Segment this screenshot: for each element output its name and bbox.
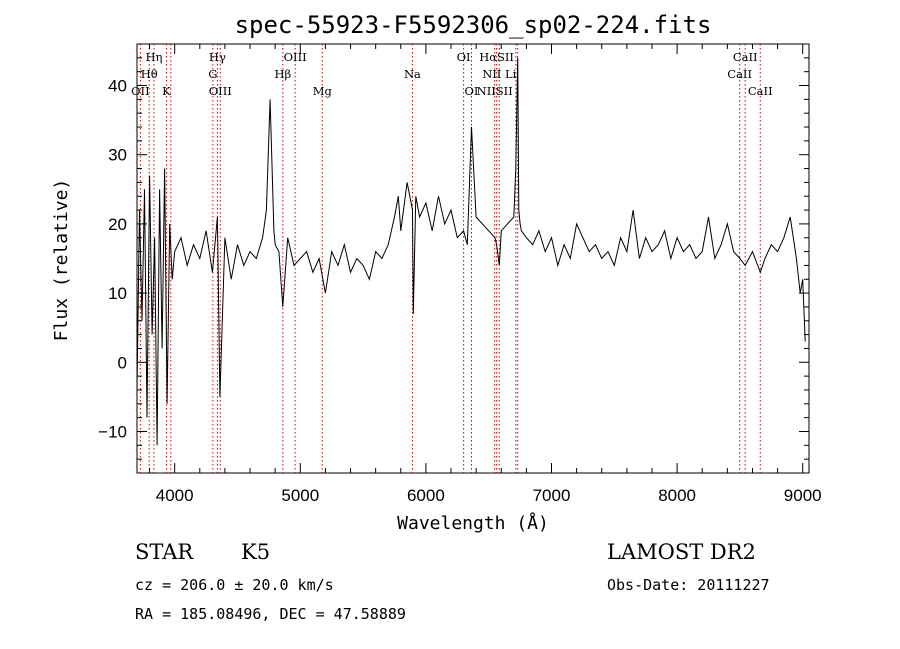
line-marker-label: CaII bbox=[733, 50, 758, 64]
x-tick-label: 5000 bbox=[281, 486, 319, 505]
obs-date-text: Obs-Date: 20111227 bbox=[607, 576, 770, 594]
coordinates-text: RA = 185.08496, DEC = 47.58889 bbox=[135, 605, 406, 623]
line-marker-label: HαSII bbox=[479, 50, 514, 64]
line-marker-label: OI bbox=[465, 84, 479, 98]
line-marker-label: CaII bbox=[727, 67, 752, 81]
x-tick-label: 4000 bbox=[156, 486, 194, 505]
y-tick-label: 0 bbox=[118, 353, 127, 372]
line-marker-label: Na bbox=[404, 67, 421, 81]
line-marker-label: CaII bbox=[748, 84, 773, 98]
line-marker-label: OII bbox=[131, 84, 150, 98]
spectral-line-labels: Hη Hθ OII K Hγ G OIII OIII Hβ Mg Na OI OI HαSII NII Li… bbox=[131, 50, 773, 98]
line-marker-label: Hθ bbox=[141, 67, 158, 81]
line-marker-label: OIII bbox=[209, 84, 232, 98]
object-subclass: K5 bbox=[241, 540, 270, 564]
redshift-text: cz = 206.0 ± 20.0 km/s bbox=[135, 576, 334, 594]
x-tick-label: 9000 bbox=[784, 486, 822, 505]
line-marker-label: NIISII bbox=[477, 84, 513, 98]
spectrum-line bbox=[136, 57, 806, 446]
axis-ticks bbox=[137, 43, 809, 473]
line-marker-label: Hη bbox=[145, 50, 162, 64]
line-marker-label: G bbox=[208, 67, 217, 81]
y-tick-label: 10 bbox=[108, 284, 127, 303]
y-tick-label: 40 bbox=[108, 77, 127, 96]
spectrum-series bbox=[136, 57, 806, 446]
plot-border bbox=[136, 43, 810, 474]
line-marker-label: NII Li bbox=[482, 67, 516, 81]
line-marker-label: Hγ bbox=[209, 50, 226, 64]
survey-name: LAMOST DR2 bbox=[607, 540, 756, 564]
y-tick-label: −10 bbox=[98, 422, 127, 441]
y-axis-label: Flux (relative) bbox=[51, 179, 72, 342]
y-tick-label: 30 bbox=[108, 146, 127, 165]
line-marker-label: Mg bbox=[313, 84, 333, 98]
spectral-line-markers bbox=[139, 44, 761, 473]
x-axis-label: Wavelength (Å) bbox=[397, 512, 549, 534]
plot-frame bbox=[136, 43, 810, 474]
line-marker-label: OI bbox=[457, 50, 471, 64]
footer-info: STAR K5 LAMOST DR2 cz = 206.0 ± 20.0 km/… bbox=[135, 540, 770, 623]
x-tick-label: 6000 bbox=[407, 486, 445, 505]
line-marker-label: Hβ bbox=[274, 67, 291, 81]
chart-title: spec-55923-F5592306_sp02-224.fits bbox=[235, 11, 712, 39]
x-tick-label: 7000 bbox=[533, 486, 571, 505]
line-marker-label: K bbox=[162, 84, 171, 98]
object-class: STAR bbox=[135, 540, 194, 564]
axis-tick-labels: 4000 5000 6000 7000 8000 9000 −10 0 10 20 30 40 bbox=[98, 77, 821, 505]
line-marker-label: OIII bbox=[284, 50, 307, 64]
y-tick-label: 20 bbox=[108, 215, 127, 234]
x-tick-label: 8000 bbox=[658, 486, 696, 505]
